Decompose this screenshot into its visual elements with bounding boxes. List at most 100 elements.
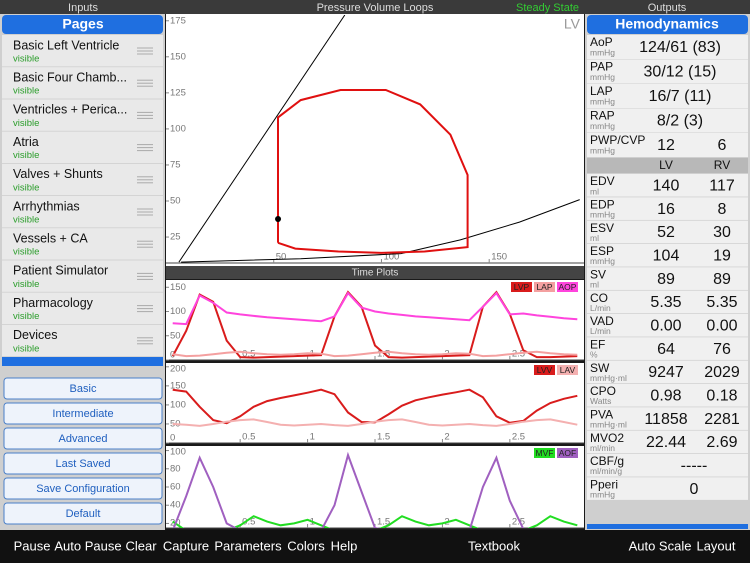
output-row [587,108,748,133]
page-item[interactable] [2,35,163,67]
output-value: 0.00 [706,317,737,334]
page-item[interactable] [2,324,163,357]
time-panel [166,446,584,528]
toolbar-button[interactable]: Capture [163,538,209,553]
output-value: 76 [713,341,731,358]
page-name: Pharmacology [13,296,94,310]
y-tick-label: 100 [170,399,186,410]
page-item[interactable] [2,260,163,292]
button-label[interactable]: Default [66,508,101,520]
output-value: 6 [718,137,727,154]
button[interactable] [3,477,163,500]
output-value: 22.44 [646,434,686,451]
output-label: SV [590,267,606,281]
toolbar-button[interactable]: Pause [14,538,51,553]
output-unit: mmHg [590,256,615,266]
output-label: LAP [590,84,613,98]
legend-swatch [534,282,555,292]
page-item[interactable] [2,196,163,228]
output-row [587,197,748,220]
output-value: 5.35 [706,294,737,311]
legend-label: LVV [537,365,553,375]
x-tick-label: 0.5 [242,349,255,360]
y-tick-label: 100 [170,447,186,458]
output-unit: mmHg [590,145,615,155]
data-line [277,89,469,254]
column-label: RV [714,158,730,172]
page-name: Vessels + CA [13,231,88,245]
button[interactable] [3,452,163,475]
page-item[interactable] [2,67,163,99]
page-status: visible [13,311,39,322]
page-status: visible [13,118,39,129]
page-item[interactable] [2,99,163,131]
toolbar-button[interactable]: Parameters [214,538,282,553]
x-tick-label: 0.5 [242,517,255,528]
output-row [587,220,748,244]
hemodynamics-header [587,15,748,34]
button[interactable] [3,502,163,525]
page-item[interactable] [2,292,163,324]
button[interactable] [3,427,163,450]
y-tick-label: 100 [170,306,186,317]
legend-label: MVF [536,448,554,458]
button-label[interactable]: Basic [70,383,97,395]
output-label: CO [590,291,608,305]
output-value: 0.00 [650,317,681,334]
button[interactable] [3,377,163,400]
hemodynamics-title: Hemodynamics [615,16,719,32]
output-value: 8/2 (3) [657,113,703,130]
y-tick-label: 150 [170,282,186,293]
output-label: CPO [590,384,616,398]
output-value: 0.98 [650,387,681,404]
output-value: 12 [657,137,675,154]
button-label[interactable]: Advanced [59,433,108,445]
toolbar-button[interactable]: Auto Pause [54,538,121,553]
output-value: 2281 [704,411,740,428]
toolbar-button[interactable]: Clear [125,538,157,553]
page-item[interactable] [2,163,163,196]
page-name: Ventricles + Perica... [13,103,127,117]
toolbar-button[interactable]: Colors [287,538,325,553]
y-tick-label: 80 [170,463,181,474]
output-row [587,337,748,360]
output-unit: L/min [590,303,611,313]
toolbar-button[interactable]: Layout [696,538,735,553]
output-value: 16 [657,201,675,218]
y-tick-label: 175 [170,16,186,27]
column-label: LV [659,158,673,172]
output-value: 8 [718,201,727,218]
button-label[interactable]: Last Saved [55,458,110,470]
output-unit: ml [590,186,599,196]
page-item[interactable] [2,228,163,260]
data-line [172,515,578,528]
time-title-bar [166,266,584,279]
output-unit: mmHg·ml [590,420,627,430]
data-line [172,418,578,427]
page-status: visible [13,86,39,97]
page-name: Valves + Shunts [13,167,103,181]
toolbar-button[interactable]: Help [331,538,358,553]
button[interactable] [3,402,163,425]
output-row [587,35,748,59]
y-tick-label: 200 [170,364,186,375]
x-tick-label: 150 [491,252,507,263]
status: Steady State [516,2,579,14]
page-name: Patient Simulator [13,264,108,278]
output-value: 64 [657,341,675,358]
button-label[interactable]: Save Configuration [36,483,130,495]
toolbar-button[interactable]: Auto Scale [629,538,692,553]
x-tick-label: 1.5 [377,517,390,528]
output-label: ESV [590,221,614,235]
output-unit: L/min [590,326,611,336]
output-label: VAD [590,314,614,328]
y-tick-label: 0 [170,433,175,444]
data-line [172,291,578,326]
output-unit: mmHg·ml [590,373,627,383]
y-tick-label: 40 [170,500,181,511]
legend-swatch [511,282,532,292]
page-item[interactable] [2,131,163,163]
button-label[interactable]: Intermediate [52,408,113,420]
toolbar-button[interactable]: Textbook [468,538,521,553]
output-row [587,133,748,157]
